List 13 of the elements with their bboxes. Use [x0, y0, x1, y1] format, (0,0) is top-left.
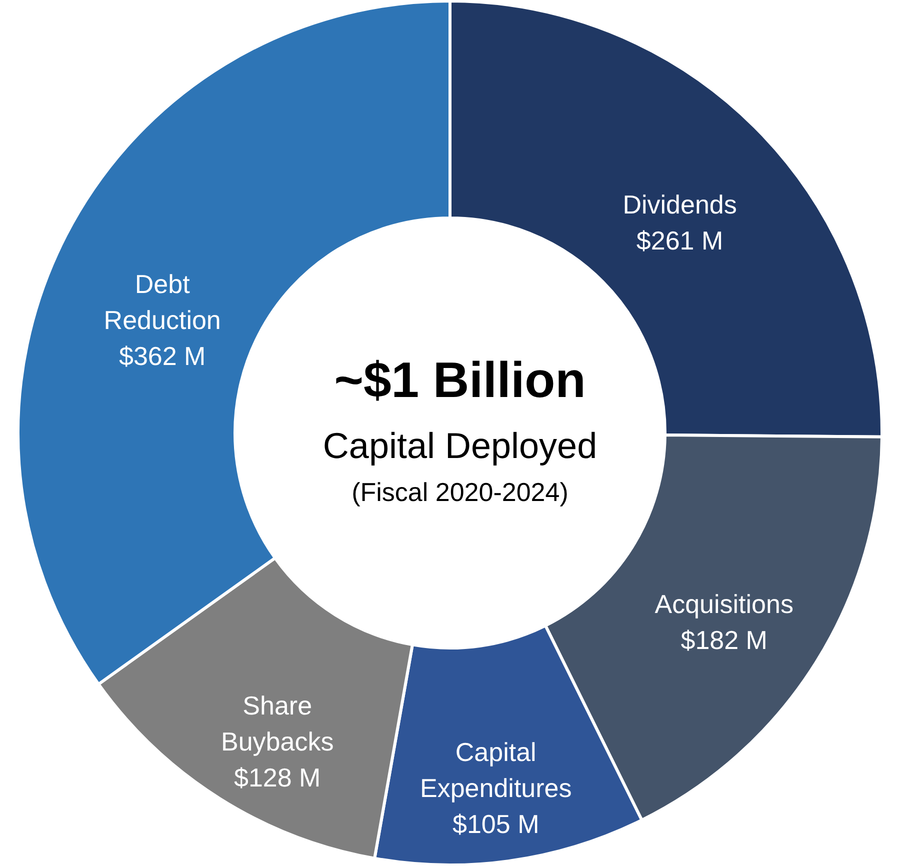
slice-label: Share Buybacks [220, 690, 334, 757]
slice-label: Acquisitions [654, 588, 794, 619]
data-label: $362 M [118, 341, 206, 371]
data-label: $128 M [234, 762, 321, 793]
data-label: $261 M [636, 225, 724, 256]
text: (Fiscal 2020-2024) [352, 477, 568, 507]
slice-label: Dividends [622, 189, 737, 220]
data-label: $105 M [452, 809, 540, 840]
slice-label: Capital Expenditures [420, 737, 572, 804]
data-label: $182 M [680, 624, 768, 655]
text: Capital Deployed [322, 425, 598, 466]
text: ~$1 Billion [334, 352, 586, 408]
slice-label: Debt Reduction [104, 269, 221, 335]
